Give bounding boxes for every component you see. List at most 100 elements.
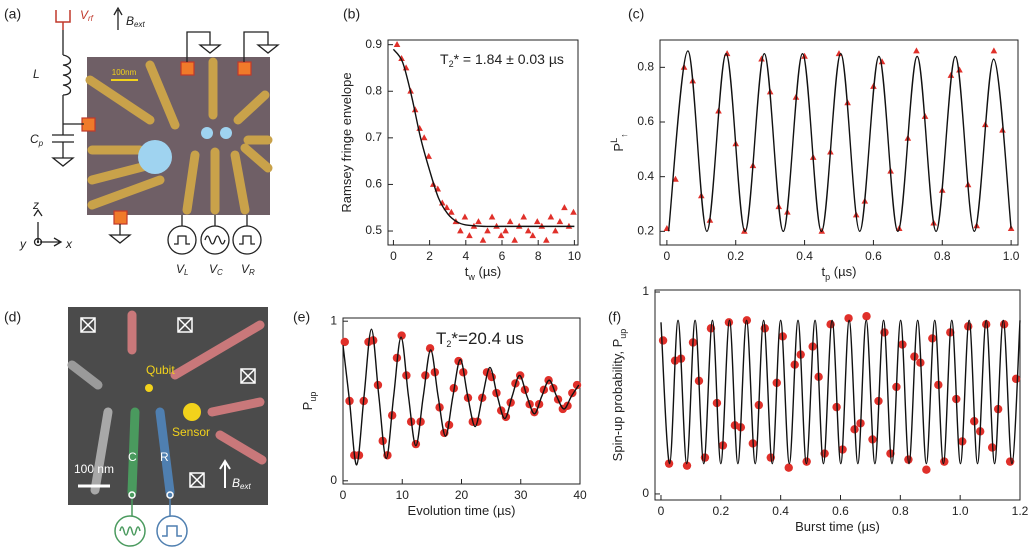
qubit-label: Qubit (146, 363, 175, 377)
data-point (784, 463, 793, 472)
y-tick-label: 0 (642, 486, 649, 500)
chart-panel: 0 10 20 30 40 0 1 Evolution time (µs) Pup T2*=20.… (293, 309, 587, 519)
label-part: w (467, 272, 475, 282)
bext-label: Bext (232, 476, 251, 491)
data-point (479, 236, 487, 243)
x-tick-label: 0.4 (772, 504, 789, 518)
y-tick-label: 0.4 (637, 169, 654, 183)
axis-dot (36, 240, 40, 244)
y-tick-label: 0.6 (637, 114, 654, 128)
data-point (487, 372, 496, 382)
data-point (425, 344, 435, 353)
data-point (672, 175, 679, 182)
data-point (758, 55, 765, 62)
x-tick-label: 1.0 (1003, 249, 1020, 263)
antenna (55, 10, 71, 30)
gate-label: R (160, 450, 169, 464)
chart-panel: 0 0.2 0.4 0.6 0.8 1.0 1.2 0 1 Burst time (µs) Spin… (608, 284, 1029, 534)
data-point (511, 236, 518, 243)
label-part: T (440, 51, 449, 67)
data-point (801, 52, 808, 59)
y-tick-label: 0.7 (365, 130, 382, 144)
gate-label: VL (176, 262, 188, 277)
y-tick-label: 0.8 (637, 60, 654, 74)
qubit-dot (145, 384, 153, 392)
label-part: (µs) (475, 264, 501, 279)
label-part: ↑ (619, 133, 629, 138)
y-tick-label: 1 (642, 284, 649, 298)
fit-line (342, 328, 580, 466)
contacts (78, 317, 256, 488)
label-part: T (436, 329, 446, 348)
vrf-label: Vrf (80, 8, 94, 23)
data-point (461, 213, 469, 220)
x-tick-label: 4 (462, 249, 469, 263)
y-axis-label: Pup (300, 392, 318, 411)
data-point (561, 204, 568, 211)
data-point (420, 134, 428, 141)
data-point (497, 232, 505, 239)
label-part: up (618, 329, 628, 339)
data-point (570, 208, 577, 215)
x-tick-label: 0 (340, 488, 347, 502)
data-point (411, 439, 421, 449)
sensor-dot (138, 140, 172, 174)
scale-label: 100 nm (74, 462, 114, 476)
annotation: T2* = 1.84 ± 0.03 µs (440, 51, 564, 70)
gate-label: VR (241, 262, 255, 277)
y-tick-label: 0.6 (365, 177, 382, 191)
label-part: (µs) (830, 264, 856, 279)
label-part: * = 1.84 ± 0.03 µs (454, 51, 564, 67)
x-tick-label: 0.4 (796, 249, 813, 263)
data-point (466, 232, 473, 239)
x-axis-label: Evolution time (µs) (408, 503, 516, 518)
scale-label: 100nm (112, 68, 137, 77)
circuit (33, 6, 280, 255)
data-point (956, 66, 963, 73)
inductor-label: L (33, 67, 40, 81)
x-tick-label: 10 (568, 249, 582, 263)
x-tick-label: 0.6 (832, 504, 849, 518)
y-tick-label: 0.8 (365, 83, 382, 97)
plot-frame (659, 39, 1019, 246)
data-point (862, 312, 871, 321)
fit-line (667, 50, 1012, 233)
x-tick-label: 40 (573, 488, 587, 502)
data-point (543, 236, 550, 243)
data-point (844, 314, 853, 323)
data-point (552, 227, 559, 234)
plot-frame (654, 289, 1021, 501)
panel-label: (c) (628, 6, 644, 22)
data-point (457, 227, 464, 234)
data-point (524, 227, 532, 234)
contacts (81, 61, 252, 225)
y-axis-label: PL↑ (609, 133, 629, 151)
data-point (475, 218, 482, 225)
data-point (340, 337, 349, 347)
data-point (658, 336, 668, 345)
sensor-label: Sensor (172, 425, 210, 439)
data-point (547, 213, 555, 220)
x-tick-label: 0 (658, 504, 665, 518)
y-tick-label: 0.2 (637, 224, 654, 238)
data-point (502, 227, 509, 234)
drive-circuit (114, 491, 188, 547)
plot-frame (387, 39, 579, 246)
data-point (520, 213, 528, 220)
data-point (393, 41, 401, 48)
y-axis-label: Ramsey fringe envelope (339, 72, 354, 212)
fit-line (660, 319, 1021, 465)
panel-label: (f) (608, 309, 621, 325)
axis-label: x (65, 237, 73, 251)
data-point (913, 47, 920, 54)
panel-label: (b) (343, 6, 360, 22)
x-tick-label: 1.2 (1012, 504, 1029, 518)
x-tick-label: 1.0 (952, 504, 969, 518)
label-part: Evolution time (µs) (408, 503, 516, 518)
x-tick-label: 0.2 (712, 504, 729, 518)
data-point (529, 232, 537, 239)
x-tick-label: 0.8 (892, 504, 909, 518)
axis-label: z (32, 198, 39, 212)
fit-line (392, 48, 575, 228)
